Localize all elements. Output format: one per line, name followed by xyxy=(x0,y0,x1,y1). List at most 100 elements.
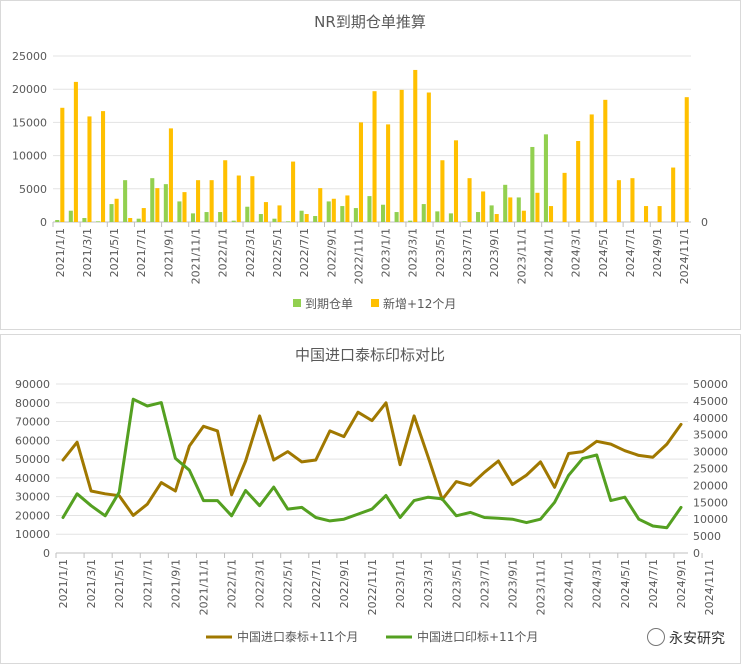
bar-new-plus-12m xyxy=(671,167,676,222)
x-tick-label: 2022/9/1 xyxy=(338,559,351,608)
bar-new-plus-12m xyxy=(277,205,282,222)
x-tick-label: 2022/1/1 xyxy=(226,559,239,608)
x-tick-label: 2023/9/1 xyxy=(488,228,501,277)
y-tick-label: 90000 xyxy=(15,378,50,391)
y2-tick-label: 0 xyxy=(701,216,708,229)
bar-receipts xyxy=(95,221,101,222)
bar-receipts xyxy=(299,210,304,222)
bar-receipts xyxy=(258,214,263,222)
x-tick-label: 2022/11/1 xyxy=(366,559,379,615)
bar-receipts xyxy=(82,218,87,222)
bar-receipts xyxy=(163,184,168,222)
bar-receipts xyxy=(55,220,60,222)
bar-receipts xyxy=(516,197,521,222)
x-tick-label: 2023/7/1 xyxy=(478,559,491,608)
y2-tick-label: 5000 xyxy=(693,530,721,543)
x-tick-label: 2024/11/1 xyxy=(703,559,716,615)
legend-swatch xyxy=(371,299,379,307)
bar-new-plus-12m xyxy=(399,89,404,222)
bar-new-plus-12m xyxy=(386,124,391,222)
x-tick-label: 2022/11/1 xyxy=(352,228,365,284)
bar-new-plus-12m xyxy=(128,218,133,222)
legend-swatch xyxy=(293,299,301,307)
bar-receipts xyxy=(476,212,481,222)
x-tick-label: 2023/9/1 xyxy=(506,559,519,608)
bar-new-plus-12m xyxy=(426,92,431,223)
x-tick-label: 2024/3/1 xyxy=(570,228,583,277)
x-tick-label: 2023/1/1 xyxy=(380,228,393,277)
bar-receipts xyxy=(313,216,318,222)
bar-new-plus-12m xyxy=(182,192,187,222)
x-tick-label: 2024/9/1 xyxy=(675,559,688,608)
x-tick-label: 2024/11/1 xyxy=(678,228,691,284)
x-tick-label: 2023/5/1 xyxy=(450,559,463,608)
bar-new-plus-12m xyxy=(209,180,214,222)
legend-label: 新增+12个月 xyxy=(383,296,456,311)
x-tick-label: 2022/5/1 xyxy=(271,228,284,277)
y2-tick-label: 0 xyxy=(693,547,700,560)
y-tick-label: 5000 xyxy=(19,183,47,196)
x-tick-label: 2023/7/1 xyxy=(461,228,474,277)
bar-new-plus-12m xyxy=(141,208,146,222)
bar-new-plus-12m xyxy=(576,140,581,222)
y-tick-label: 60000 xyxy=(15,434,50,447)
x-tick-label: 2021/5/1 xyxy=(108,228,121,277)
bar-new-plus-12m xyxy=(236,175,241,222)
bar-new-plus-12m xyxy=(657,206,662,222)
x-tick-label: 2021/3/1 xyxy=(85,559,98,608)
bar-new-plus-12m xyxy=(345,195,350,222)
y-tick-label: 20000 xyxy=(12,83,47,96)
bar-new-plus-12m xyxy=(413,69,418,222)
x-tick-label: 2021/7/1 xyxy=(135,228,148,277)
y2-tick-label: 40000 xyxy=(693,412,728,425)
x-tick-label: 2022/9/1 xyxy=(325,228,338,277)
y-tick-label: 30000 xyxy=(15,491,50,504)
bar-new-plus-12m xyxy=(535,192,540,222)
bar-new-plus-12m xyxy=(263,202,268,222)
x-tick-label: 2021/1/1 xyxy=(57,559,70,608)
bar-receipts xyxy=(204,212,209,222)
x-tick-label: 2021/5/1 xyxy=(113,559,126,608)
bar-receipts xyxy=(123,180,128,222)
chart-panel-warehouse-receipts: NR到期仓单推算 0 5000 10000 15000 20000 25000 0 2021/1… xyxy=(0,0,741,330)
y2-tick-label: 25000 xyxy=(693,463,728,476)
bar-new-plus-12m xyxy=(548,206,554,222)
chart-import-comparison: 中国进口泰标印标对比010000200003000040000500006000… xyxy=(15,346,728,644)
bar-receipts xyxy=(218,212,223,222)
x-tick-label: 2022/7/1 xyxy=(310,559,323,608)
series-line-thai xyxy=(61,401,683,517)
bar-receipts xyxy=(381,204,386,222)
bar-receipts xyxy=(340,206,345,222)
bar-receipts xyxy=(231,220,236,222)
y2-tick-label: 15000 xyxy=(693,496,728,509)
bar-new-plus-12m xyxy=(291,161,296,222)
y-tick-label: 20000 xyxy=(15,509,50,522)
x-tick-label: 2022/7/1 xyxy=(298,228,311,277)
y-tick-label: 70000 xyxy=(15,416,50,429)
bar-receipts xyxy=(530,146,535,222)
y-tick-label: 0 xyxy=(43,547,50,560)
bar-new-plus-12m xyxy=(223,160,228,222)
bar-receipts xyxy=(435,211,440,222)
x-tick-label: 2021/9/1 xyxy=(162,228,175,277)
bar-receipts xyxy=(394,212,399,222)
legend-label: 到期仓单 xyxy=(305,297,353,311)
x-tick-label: 2022/1/1 xyxy=(217,228,230,277)
x-tick-label: 2021/3/1 xyxy=(81,228,94,277)
x-tick-label: 2022/5/1 xyxy=(282,559,295,608)
chart-nr-receipts: NR到期仓单推算 0 5000 10000 15000 20000 25000 0 2021/1… xyxy=(12,13,708,311)
bar-receipts xyxy=(367,196,372,222)
chart-panel-import-comparison: 中国进口泰标印标对比 0 10000 20000 30000 40000 50000 6000… xyxy=(0,334,741,664)
bar-receipts xyxy=(353,208,358,222)
bar-receipts xyxy=(408,220,413,222)
bar-receipts xyxy=(448,213,453,222)
bar-new-plus-12m xyxy=(481,191,486,222)
bar-new-plus-12m xyxy=(155,188,160,222)
bar-new-plus-12m xyxy=(331,198,336,222)
x-tick-label: 2022/3/1 xyxy=(254,559,267,608)
y2-tick-label: 20000 xyxy=(693,479,728,492)
watermark-text: 永安研究 xyxy=(669,631,725,647)
bar-new-plus-12m xyxy=(453,140,459,222)
x-tick-label: 2021/11/1 xyxy=(190,228,203,284)
bar-receipts xyxy=(272,218,277,222)
